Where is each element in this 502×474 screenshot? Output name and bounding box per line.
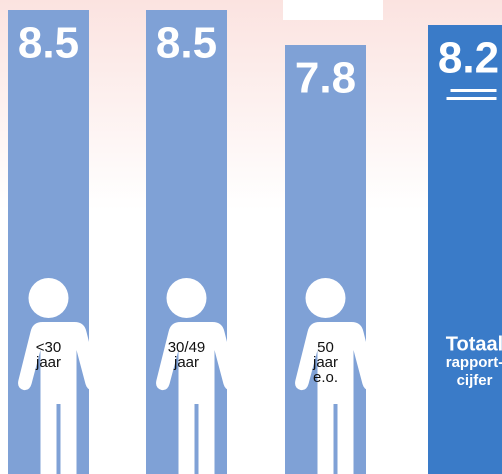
person-body: [156, 322, 237, 474]
value-label: 7.8: [295, 54, 356, 103]
category-label: e.o.: [313, 369, 338, 386]
category-label: rapport-: [446, 354, 502, 371]
category-label: 30/49: [168, 339, 206, 356]
background-shape: [283, 0, 383, 20]
person-head: [305, 278, 346, 318]
category-label: cijfer: [457, 372, 493, 389]
category-label: jaar: [312, 354, 338, 371]
person-head: [28, 278, 69, 318]
person-body: [18, 322, 99, 474]
category-label: jaar: [173, 354, 199, 371]
category-label: <30: [36, 339, 61, 356]
bar: [428, 25, 502, 474]
value-label: 8.5: [18, 19, 79, 68]
category-label: jaar: [35, 354, 61, 371]
value-label: 8.5: [156, 19, 217, 68]
value-label: 8.2: [438, 34, 499, 83]
decoration: [446, 97, 497, 100]
category-label: Totaal: [446, 333, 502, 355]
category-label: 50: [317, 339, 334, 356]
person-body: [295, 322, 376, 474]
person-head: [166, 278, 207, 318]
decoration: [450, 89, 497, 92]
